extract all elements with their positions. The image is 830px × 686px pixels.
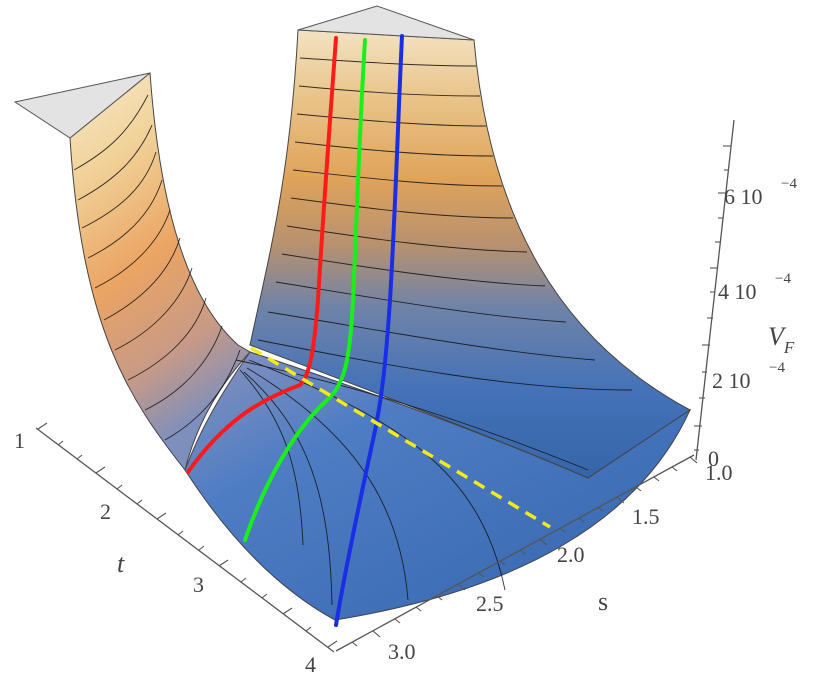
t-axis-label: t	[117, 549, 125, 578]
z-tick-exp-2: −4	[775, 271, 791, 287]
z-axis-line	[695, 119, 735, 461]
t-axis-line	[35, 427, 335, 653]
z-tick-exp-1: −4	[769, 360, 785, 376]
s-axis: 1.0 1.5 2.0 2.5 3.0 s	[335, 454, 733, 664]
s-tick-label-1-0: 1.0	[705, 460, 733, 485]
s-axis-line	[335, 454, 695, 652]
z-axis-label-main: V	[768, 322, 787, 351]
curve-blue	[334, 34, 404, 627]
s-axis-ticks	[351, 456, 698, 647]
t-tick-label-4: 4	[305, 652, 316, 677]
curve-red	[186, 36, 338, 474]
z-axis: 0 2 10 −4 4 10 −4 6 10 −4 VF	[694, 119, 797, 471]
s-tick-label-2-0: 2.0	[557, 542, 585, 567]
t-axis-ticks	[37, 422, 338, 648]
back-cap	[297, 5, 475, 41]
curve-green	[243, 38, 367, 542]
t-tick-label-1: 1	[14, 428, 25, 453]
t-tick-label-2: 2	[100, 499, 111, 524]
z-axis-label: VF	[768, 322, 795, 357]
t-tick-label-3: 3	[193, 572, 204, 597]
s-tick-label-2-5: 2.5	[476, 591, 504, 616]
z-tick-label-1: 2 10	[712, 368, 751, 393]
z-tick-label-3: 6 10	[724, 184, 763, 209]
z-axis-label-sub: F	[783, 338, 795, 357]
z-tick-label-2: 4 10	[718, 279, 757, 304]
t-axis: 1 2 3 4 t	[14, 422, 338, 677]
s-tick-label-1-5: 1.5	[632, 504, 660, 529]
z-tick-label-0: 0	[708, 446, 719, 471]
left-cap	[13, 72, 151, 139]
curve-dashed	[250, 346, 551, 529]
z-axis-ticks	[694, 145, 731, 451]
surface-left-wall	[69, 72, 251, 472]
s-axis-label: s	[598, 587, 608, 616]
z-tick-exp-3: −4	[781, 176, 797, 192]
s-tick-label-3-0: 3.0	[388, 639, 416, 664]
